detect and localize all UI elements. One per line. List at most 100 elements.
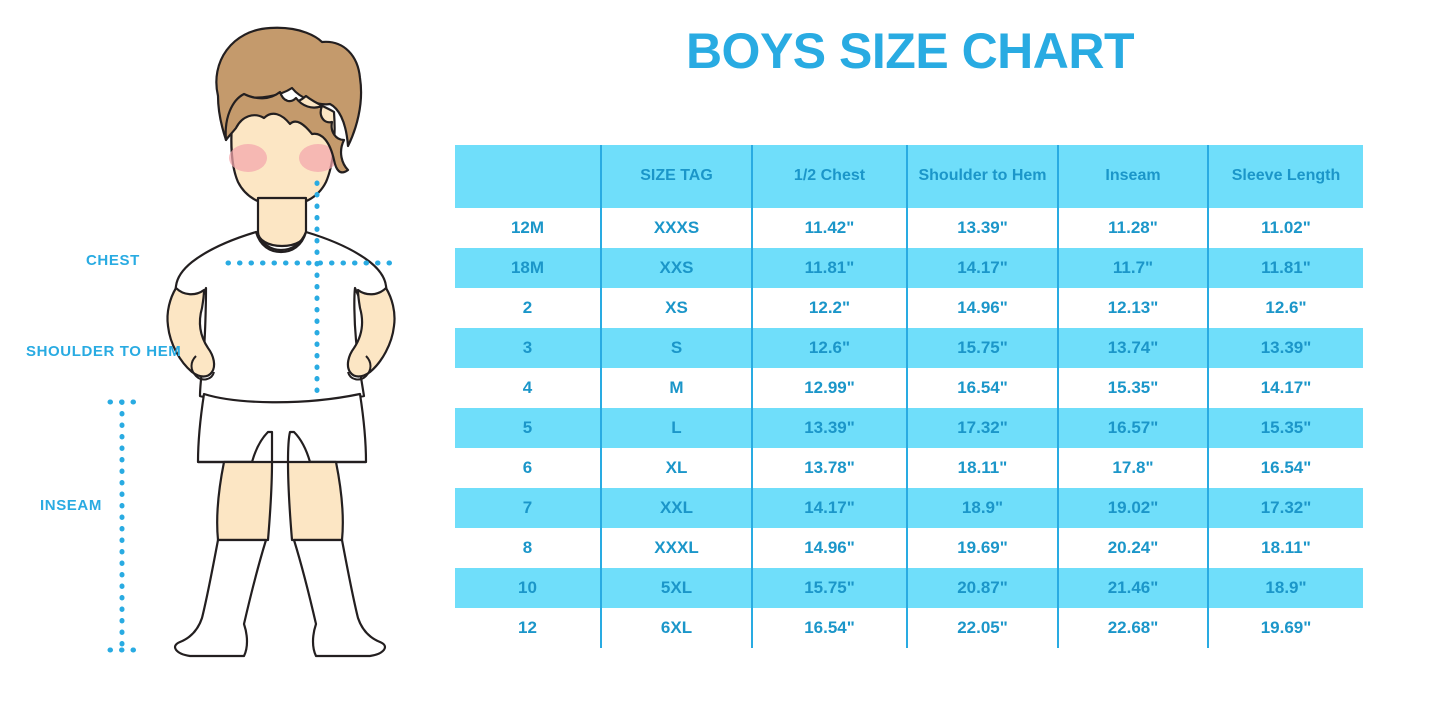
cell-size: 3 — [455, 328, 602, 368]
shoulder-to-hem-label: SHOULDER TO HEM — [26, 343, 182, 360]
size-chart-table: SIZE TAG 1/2 Chest Shoulder to Hem Inseam Sl… — [455, 145, 1363, 648]
table-row: 18M XXS 11.81" 14.17" 11.7" 11.81" — [455, 248, 1363, 288]
blush-left-icon — [229, 144, 267, 172]
blush-right-icon — [299, 144, 337, 172]
cell-value: S — [601, 328, 753, 368]
cell-value: 11.81" — [752, 248, 908, 288]
cell-size: 18M — [455, 248, 602, 288]
cell-value: 12.99" — [752, 368, 908, 408]
cell-value: 12.6" — [752, 328, 908, 368]
cell-value: 14.17" — [907, 248, 1059, 288]
cell-value: 5XL — [601, 568, 753, 608]
cell-value: 6XL — [601, 608, 753, 648]
cell-value: 19.69" — [1208, 608, 1363, 648]
table-row: 12M XXXS 11.42" 13.39" 11.28" 11.02" — [455, 208, 1363, 248]
cell-size: 5 — [455, 408, 602, 448]
cell-value: 18.9" — [1208, 568, 1363, 608]
table-row: 5 L 13.39" 17.32" 16.57" 15.35" — [455, 408, 1363, 448]
cell-size: 7 — [455, 488, 602, 528]
table-row: 3 S 12.6" 15.75" 13.74" 13.39" — [455, 328, 1363, 368]
cell-value: 14.96" — [752, 528, 908, 568]
cell-value: 15.35" — [1208, 408, 1363, 448]
cell-value: XL — [601, 448, 753, 488]
table-row: 6 XL 13.78" 18.11" 17.8" 16.54" — [455, 448, 1363, 488]
column-header-sleeve-length: Sleeve Length — [1208, 145, 1363, 208]
inseam-label: INSEAM — [40, 497, 102, 514]
left-sock-shoe-shape — [173, 538, 268, 658]
cell-value: M — [601, 368, 753, 408]
hair-fringe-shape — [224, 90, 350, 174]
table-row: 4 M 12.99" 16.54" 15.35" 14.17" — [455, 368, 1363, 408]
cell-value: 20.87" — [907, 568, 1059, 608]
cell-value: 17.8" — [1058, 448, 1209, 488]
cell-value: XXS — [601, 248, 753, 288]
cell-value: 17.32" — [907, 408, 1059, 448]
cell-value: 22.68" — [1058, 608, 1209, 648]
cell-value: 18.9" — [907, 488, 1059, 528]
cell-value: 16.54" — [1208, 448, 1363, 488]
table-row: 7 XXL 14.17" 18.9" 19.02" 17.32" — [455, 488, 1363, 528]
cell-value: 21.46" — [1058, 568, 1209, 608]
right-sock-shoe-shape — [292, 538, 387, 658]
cell-size: 12M — [455, 208, 602, 248]
cell-value: 20.24" — [1058, 528, 1209, 568]
cell-value: 17.32" — [1208, 488, 1363, 528]
cell-value: 19.02" — [1058, 488, 1209, 528]
cell-value: 16.57" — [1058, 408, 1209, 448]
cell-size: 4 — [455, 368, 602, 408]
cell-value: 14.96" — [907, 288, 1059, 328]
cell-value: 15.75" — [752, 568, 908, 608]
cell-value: 19.69" — [907, 528, 1059, 568]
cell-value: 11.02" — [1208, 208, 1363, 248]
table-row: 8 XXXL 14.96" 19.69" 20.24" 18.11" — [455, 528, 1363, 568]
boy-illustration: CHEST SHOULDER TO HEM INSEAM — [0, 0, 450, 723]
left-hand-shape — [190, 355, 215, 381]
cell-value: 13.39" — [907, 208, 1059, 248]
cell-value: 13.39" — [752, 408, 908, 448]
cell-value: XXXL — [601, 528, 753, 568]
cell-value: XXL — [601, 488, 753, 528]
cell-value: 16.54" — [752, 608, 908, 648]
right-hand-shape — [347, 355, 372, 381]
cell-value: 15.35" — [1058, 368, 1209, 408]
column-header-inseam: Inseam — [1058, 145, 1209, 208]
column-header-size — [455, 145, 602, 208]
cell-value: 12.6" — [1208, 288, 1363, 328]
table-row: 10 5XL 15.75" 20.87" 21.46" 18.9" — [455, 568, 1363, 608]
cell-value: 22.05" — [907, 608, 1059, 648]
table-header-row: SIZE TAG 1/2 Chest Shoulder to Hem Inseam Sl… — [455, 145, 1363, 208]
cell-size: 6 — [455, 448, 602, 488]
table-header: SIZE TAG 1/2 Chest Shoulder to Hem Inseam Sl… — [455, 145, 1363, 208]
cell-value: 14.17" — [752, 488, 908, 528]
column-header-size-tag: SIZE TAG — [601, 145, 753, 208]
cell-value: L — [601, 408, 753, 448]
chest-label: CHEST — [86, 252, 140, 269]
cell-value: 18.11" — [907, 448, 1059, 488]
column-header-shoulder-to-hem: Shoulder to Hem — [907, 145, 1059, 208]
cell-value: XXXS — [601, 208, 753, 248]
right-leg-shape — [286, 460, 344, 542]
cell-value: 16.54" — [907, 368, 1059, 408]
right-arm-shape — [346, 286, 396, 378]
tshirt-collar-shape — [254, 230, 308, 252]
cell-size: 8 — [455, 528, 602, 568]
left-leg-shape — [216, 460, 274, 542]
page-title: BOYS SIZE CHART — [685, 23, 1135, 79]
cell-size: 12 — [455, 608, 602, 648]
cell-value: 11.28" — [1058, 208, 1209, 248]
cell-value: 13.78" — [752, 448, 908, 488]
cell-value: 11.42" — [752, 208, 908, 248]
cell-value: XS — [601, 288, 753, 328]
column-header-1-2-chest: 1/2 Chest — [752, 145, 908, 208]
cell-value: 18.11" — [1208, 528, 1363, 568]
neck-shape — [256, 196, 308, 248]
cell-size: 2 — [455, 288, 602, 328]
left-arm-shape — [166, 286, 216, 378]
table-row: 2 XS 12.2" 14.96" 12.13" 12.6" — [455, 288, 1363, 328]
cell-value: 11.81" — [1208, 248, 1363, 288]
cell-value: 13.39" — [1208, 328, 1363, 368]
cell-value: 12.2" — [752, 288, 908, 328]
cell-value: 15.75" — [907, 328, 1059, 368]
table-row: 12 6XL 16.54" 22.05" 22.68" 19.69" — [455, 608, 1363, 648]
